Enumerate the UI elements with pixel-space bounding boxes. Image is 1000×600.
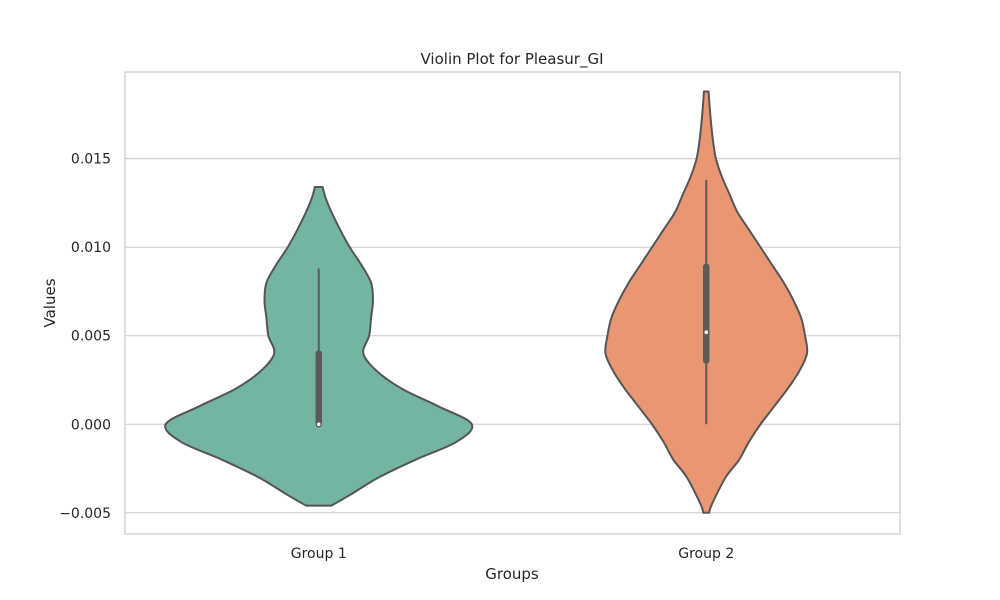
x-axis-label: Groups — [485, 565, 539, 583]
y-tick-labels: −0.005 0.000 0.005 0.010 0.015 — [59, 152, 111, 522]
violin-median — [316, 422, 321, 427]
y-tick-label: 0.005 — [71, 329, 111, 345]
violins — [164, 90, 809, 514]
violin-group-1 — [164, 186, 474, 507]
y-tick-label: 0.010 — [71, 240, 111, 256]
chart-title: Violin Plot for Pleasur_GI — [421, 50, 604, 69]
y-axis-label: Values — [41, 278, 59, 327]
x-tick-label: Group 1 — [291, 546, 347, 562]
y-tick-label: 0.000 — [71, 417, 111, 433]
plot-frame — [124, 71, 901, 535]
x-tick-label: Group 2 — [678, 546, 734, 562]
violin-group-2 — [604, 90, 809, 514]
violin-median — [704, 330, 709, 335]
x-tick-labels: Group 1 Group 2 — [291, 546, 734, 562]
y-tick-label: 0.015 — [71, 152, 111, 168]
y-tick-label: −0.005 — [59, 506, 111, 522]
